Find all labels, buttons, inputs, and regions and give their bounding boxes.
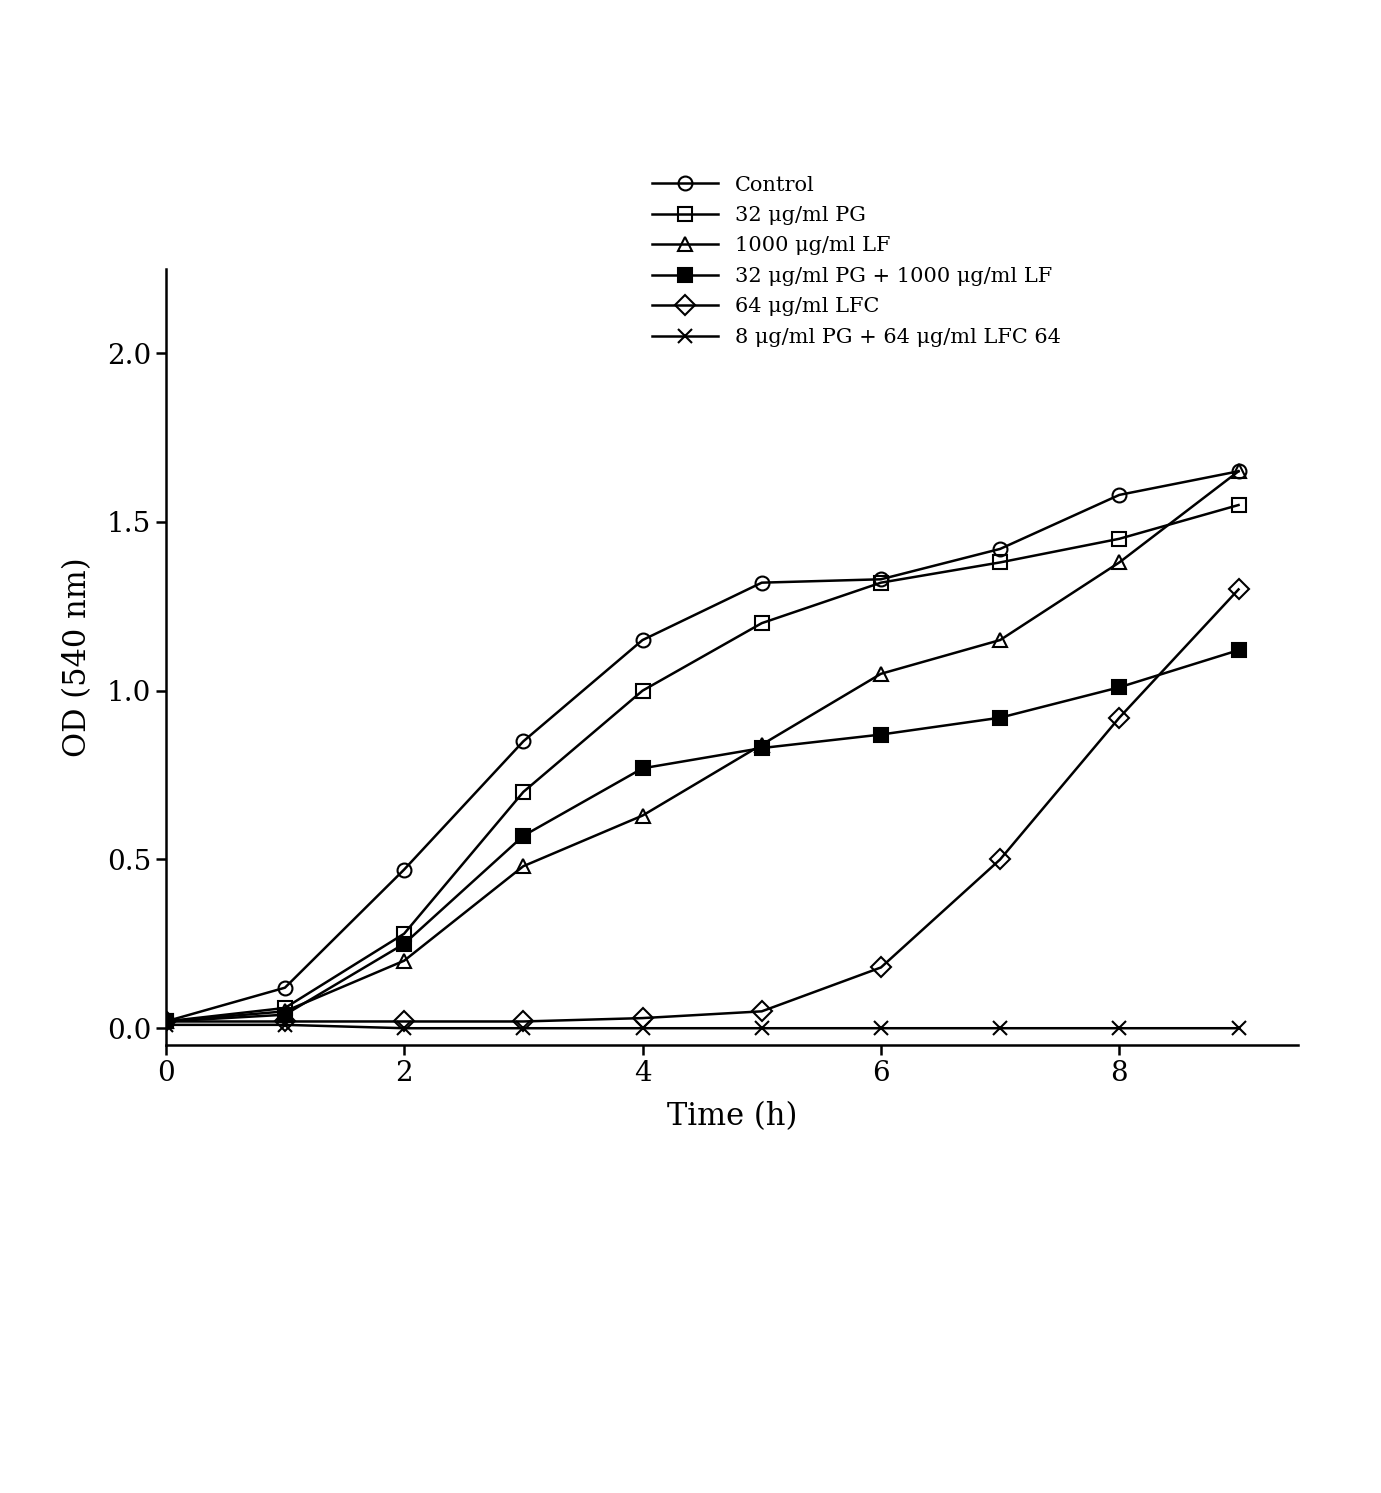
X-axis label: Time (h): Time (h) [667, 1100, 797, 1132]
Legend: Control, 32 μg/ml PG, 1000 μg/ml LF, 32 μg/ml PG + 1000 μg/ml LF, 64 μg/ml LFC, : Control, 32 μg/ml PG, 1000 μg/ml LF, 32 … [644, 167, 1069, 355]
Y-axis label: OD (540 nm): OD (540 nm) [62, 557, 93, 757]
